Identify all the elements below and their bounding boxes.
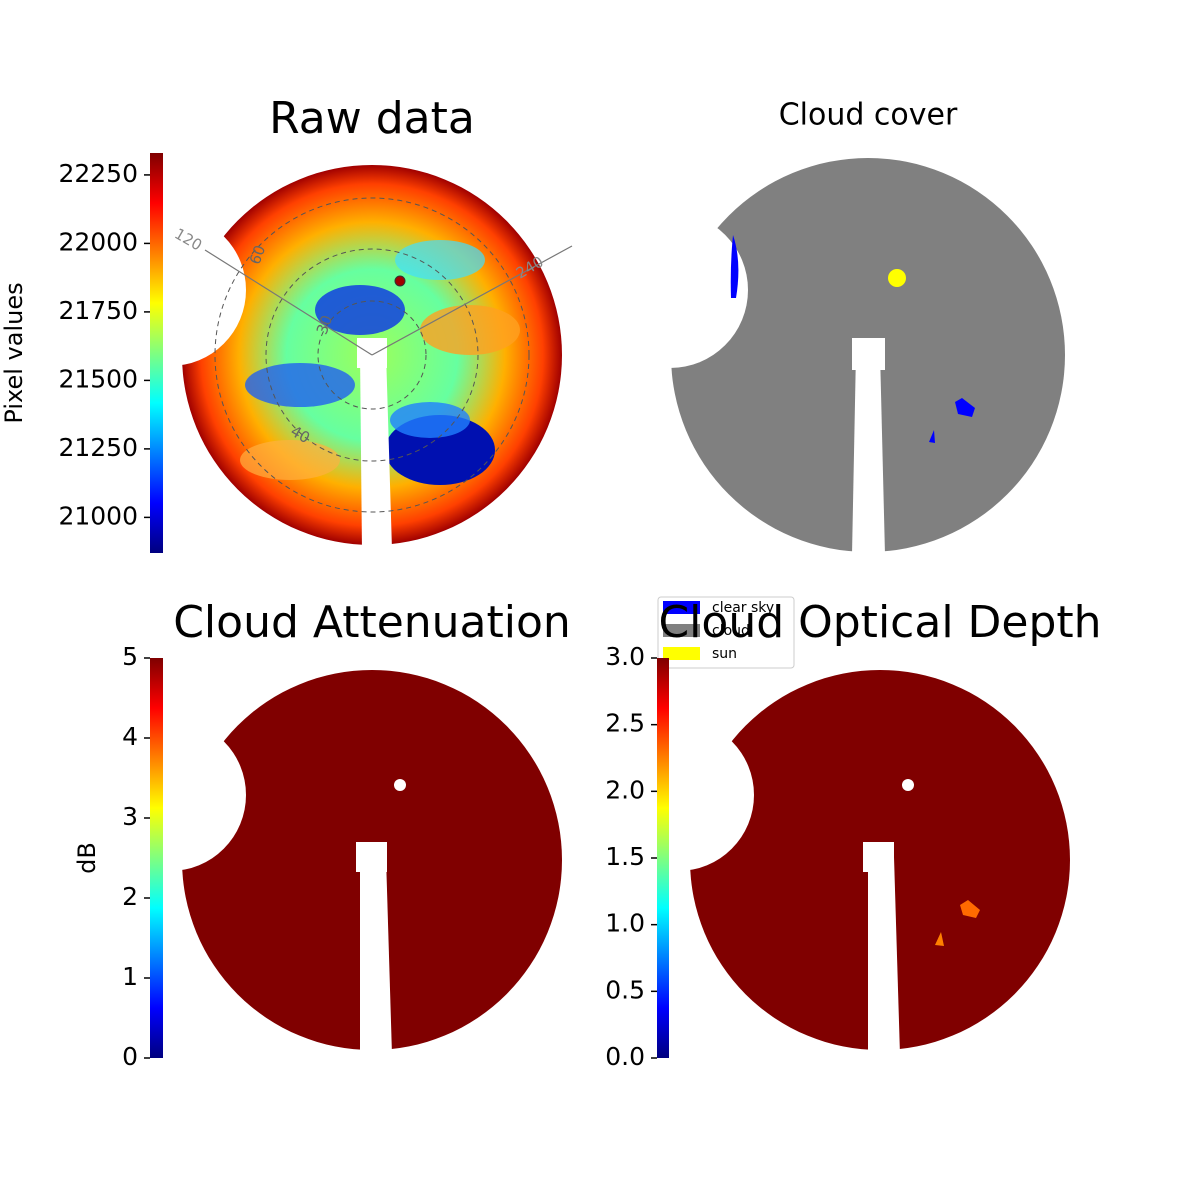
legend-label: clear sky [712,600,774,616]
colorbar-tick-label: 1 [122,962,138,991]
zenith-circle [265,248,479,462]
colorbar-tick-label: 0.0 [605,1042,645,1071]
colorbar-tick-label: 3 [122,802,138,831]
colorbar-tick-label: 2.5 [605,709,645,738]
panel-title: Cloud Optical Depth [658,597,1101,648]
panel-title: Cloud Attenuation [173,597,571,648]
colorbar-tick-label: 21000 [58,501,138,530]
panel-title: Raw data [269,93,475,144]
legend-label: sun [712,646,737,662]
colorbar-tick-label: 22250 [58,159,138,188]
raw-sky-image [94,165,562,552]
colorbar-tick-label: 0 [122,1042,138,1071]
colorbar-tick-label: 4 [122,722,138,751]
zenith-label: 60 [246,243,269,267]
colorbar-tick-label: 21500 [58,364,138,393]
legend-swatch [663,601,700,614]
legend-swatch [663,624,700,637]
colorbar [150,153,163,553]
colorbar-tick-label: 1.5 [605,842,645,871]
zenith-circle [214,197,530,513]
colorbar-label: dB [73,842,101,874]
attenuation-image [94,670,562,1055]
colorbar-tick-label: 2.0 [605,775,645,804]
cloud-cover-image [592,158,1065,555]
colorbar-tick-label: 5 [122,642,138,671]
legend-label: cloud [712,623,750,639]
zenith-circle [317,300,427,410]
colorbar [657,658,669,1058]
colorbar-tick-label: 1.0 [605,909,645,938]
legend: clear sky cloud sun [657,596,795,669]
colorbar [150,658,163,1058]
colorbar-tick-label: 3.0 [605,642,645,671]
colorbar-label: Pixel values [0,282,28,423]
colorbar-tick-label: 0.5 [605,975,645,1004]
colorbar-tick-label: 2 [122,882,138,911]
azimuth-line [371,245,573,356]
colorbar-tick-label: 22000 [58,227,138,256]
azimuth-line [204,249,373,356]
optical-depth-image [602,670,1070,1055]
colorbar-tick-label: 21250 [58,433,138,462]
legend-swatch [663,647,700,660]
panel-title: Cloud cover [779,98,958,133]
colorbar-tick-label: 21750 [58,296,138,325]
